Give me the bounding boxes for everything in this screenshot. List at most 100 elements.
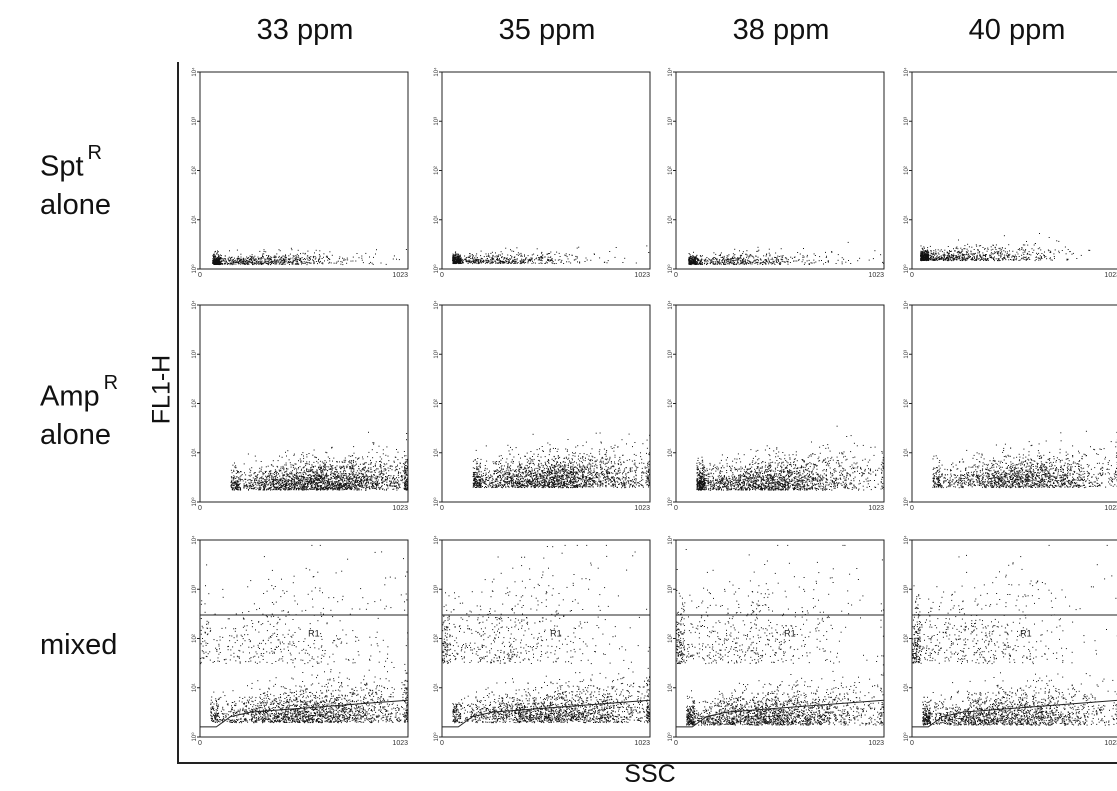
data-point [541,262,543,264]
data-point [397,488,399,490]
data-point [931,250,932,252]
data-point [381,472,383,474]
data-point [265,485,267,487]
data-point [509,258,511,259]
data-point [263,262,265,264]
data-point [291,484,292,486]
data-point [229,262,231,264]
data-point [325,485,327,487]
data-point [376,477,378,479]
data-point [272,481,274,483]
data-point [213,258,215,260]
data-point [455,256,457,258]
data-point [406,433,408,434]
data-point [291,249,293,251]
data-point [261,257,263,259]
data-point [457,260,458,262]
data-point [379,482,380,484]
data-point [296,477,297,479]
data-point [462,261,464,263]
data-point [304,259,306,260]
data-point [398,471,399,473]
data-point [405,470,406,472]
data-point [497,256,499,258]
y-tick-label: 10⁰ [667,264,674,274]
data-point [497,258,498,259]
data-point [249,475,251,477]
data-point [756,259,758,261]
data-point [282,487,284,489]
data-point [930,250,932,252]
data-point [947,253,949,255]
data-point [476,260,478,262]
data-point [508,262,510,263]
data-point [514,259,516,261]
data-point [231,261,233,262]
data-point [501,253,503,255]
data-point [274,469,276,471]
data-point [275,475,277,477]
data-point [947,259,949,261]
data-point [934,253,936,255]
data-point [283,483,285,485]
data-point [307,486,308,488]
data-point [962,253,964,255]
data-point [779,263,781,265]
data-point [333,473,335,475]
data-point [938,258,940,260]
data-point [296,255,298,257]
data-point [288,487,290,489]
data-point [283,485,285,487]
data-point [269,481,271,483]
data-point [302,259,304,260]
data-point [233,261,235,263]
data-point [251,257,253,259]
data-point [317,477,319,479]
data-point [471,260,473,262]
data-point [344,470,346,472]
data-point [946,251,948,253]
data-point [347,482,349,484]
data-point [826,255,827,257]
data-point [959,258,961,260]
data-point [970,251,972,253]
data-point [787,263,789,265]
data-point [362,456,363,458]
data-point [976,245,978,247]
data-point [570,262,572,264]
data-point [229,257,231,259]
data-point [277,479,279,481]
data-point [474,261,476,263]
data-point [406,487,408,489]
data-point [251,467,253,469]
data-point [920,245,922,247]
data-point [288,481,289,482]
data-point [467,263,469,264]
data-point [374,478,376,480]
data-point [233,263,235,265]
data-point [380,461,382,463]
data-point [236,261,238,263]
data-point [343,472,345,474]
data-point [949,251,951,252]
x-axis-title: SSC [610,760,690,789]
data-point [387,477,388,479]
data-point [240,256,242,258]
data-point [458,256,460,258]
data-point [750,254,752,256]
data-point [255,479,257,481]
data-point [753,261,755,263]
data-point [922,249,924,251]
data-point [976,254,978,256]
data-point [352,474,353,476]
data-point [994,252,996,254]
data-point [921,258,923,260]
data-point [316,469,318,471]
data-point [266,483,268,485]
data-point [314,485,316,487]
data-point [691,257,693,259]
data-point [1039,233,1040,234]
data-point [740,254,742,256]
data-point [380,487,382,489]
data-point [379,487,380,489]
